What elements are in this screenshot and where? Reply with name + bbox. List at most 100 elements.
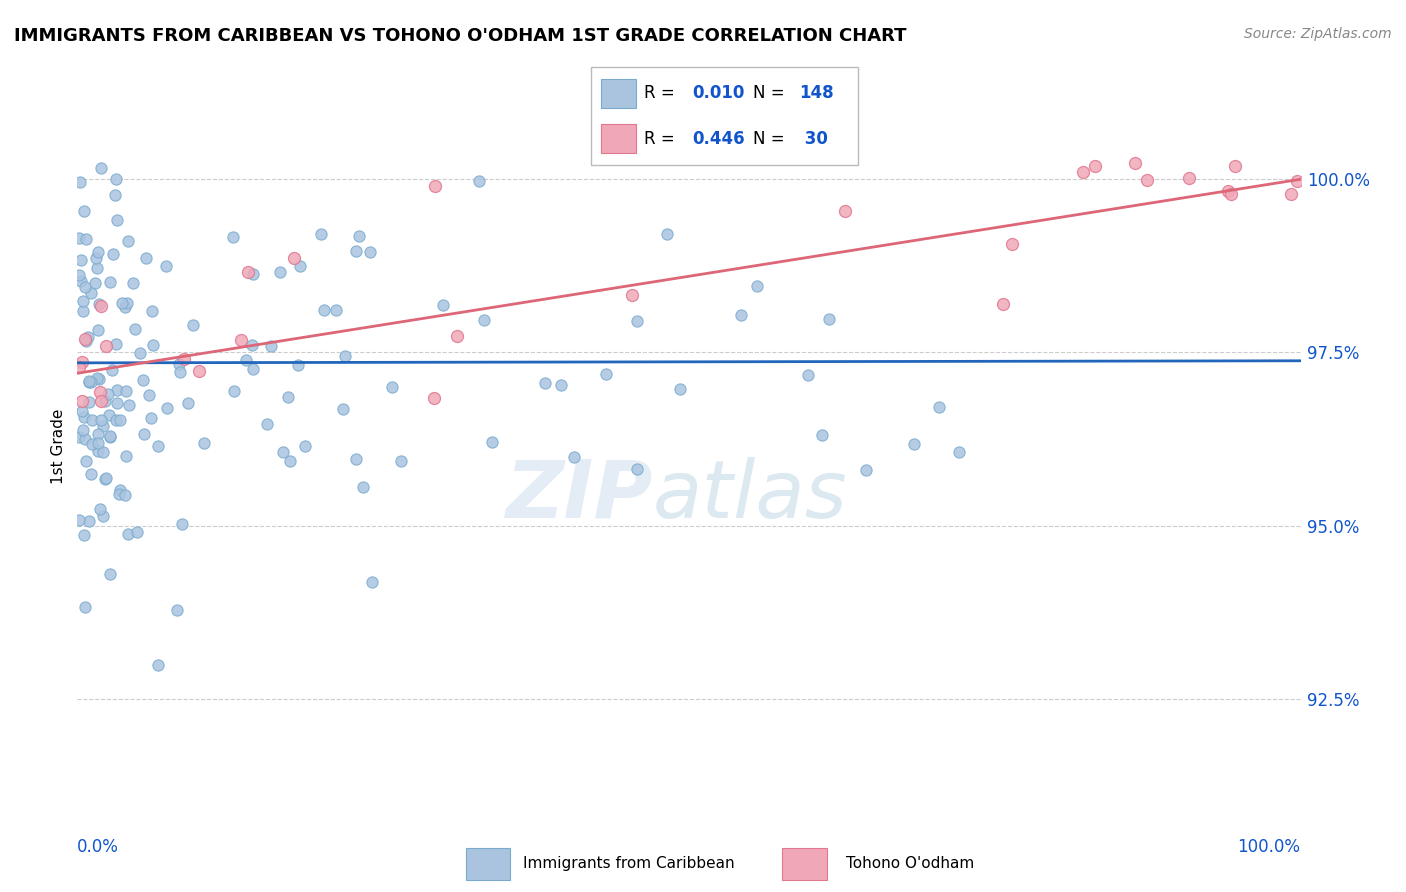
Point (75, 332, 97, 346)
Point (129, 346, 152, 360)
Point (72, 354, 94, 368)
Point (626, 462, 648, 476)
Text: 30: 30 (799, 129, 828, 147)
Point (98, 275, 121, 289)
Point (169, 357, 191, 371)
Point (314, 302, 336, 317)
Point (1135, 173, 1157, 187)
Point (325, 303, 347, 318)
Point (75, 599, 97, 614)
Point (132, 373, 155, 387)
Point (148, 658, 170, 673)
Point (80, 467, 103, 481)
Point (797, 368, 820, 382)
Point (94, 472, 117, 486)
Point (1216, 184, 1239, 198)
Point (222, 384, 245, 398)
FancyBboxPatch shape (602, 78, 636, 108)
Point (269, 265, 291, 279)
Point (69, 176, 91, 190)
Point (242, 361, 264, 376)
Point (115, 449, 138, 463)
Point (181, 318, 204, 332)
Point (236, 265, 259, 279)
Point (855, 463, 877, 477)
Point (117, 234, 139, 248)
Point (657, 227, 679, 241)
Point (193, 436, 215, 450)
Point (79, 375, 101, 389)
Point (1286, 174, 1309, 188)
Point (288, 259, 311, 273)
Point (271, 445, 294, 459)
Point (77, 514, 100, 528)
Point (170, 516, 193, 531)
Point (422, 391, 444, 405)
FancyBboxPatch shape (783, 848, 827, 880)
Point (229, 333, 252, 347)
Point (108, 483, 131, 497)
Point (550, 378, 572, 392)
Point (730, 308, 752, 322)
Point (67, 231, 90, 245)
Point (1223, 159, 1246, 173)
Point (77, 374, 100, 388)
Point (242, 267, 264, 281)
Point (114, 384, 136, 398)
Point (948, 445, 970, 459)
Text: Source: ZipAtlas.com: Source: ZipAtlas.com (1244, 27, 1392, 41)
Point (135, 251, 157, 265)
Point (77, 395, 100, 409)
Text: R =: R = (644, 129, 675, 147)
Text: R =: R = (644, 85, 675, 103)
Point (104, 337, 127, 351)
Point (142, 338, 165, 352)
Point (446, 328, 468, 343)
Point (903, 436, 925, 450)
Point (72, 394, 94, 409)
Point (105, 396, 128, 410)
Point (98, 429, 121, 443)
Point (259, 339, 281, 353)
Text: 100.0%: 100.0% (1237, 838, 1301, 856)
Point (111, 295, 134, 310)
Point (344, 452, 367, 467)
Point (359, 245, 381, 260)
Point (82, 412, 104, 426)
Point (75, 334, 97, 348)
Point (73, 432, 96, 446)
Y-axis label: 1st Grade: 1st Grade (51, 409, 66, 483)
Point (97, 387, 120, 401)
Point (75, 453, 97, 467)
Point (87, 444, 110, 458)
Point (118, 399, 141, 413)
Point (425, 178, 447, 193)
Point (1001, 237, 1024, 252)
Point (745, 278, 768, 293)
Point (89, 502, 111, 516)
Point (73, 203, 96, 218)
Point (67, 359, 90, 374)
Point (818, 312, 841, 326)
Point (87, 372, 110, 386)
Point (333, 349, 356, 363)
Point (94, 394, 117, 409)
Point (79, 286, 101, 301)
Point (101, 247, 124, 261)
Text: IMMIGRANTS FROM CARIBBEAN VS TOHONO O'ODHAM 1ST GRADE CORRELATION CHART: IMMIGRANTS FROM CARIBBEAN VS TOHONO O'OD… (14, 27, 907, 45)
Point (177, 395, 200, 409)
Point (80, 437, 103, 451)
Point (222, 230, 245, 244)
Point (155, 259, 177, 273)
Point (77, 330, 100, 344)
Point (626, 314, 648, 328)
Point (87, 323, 110, 337)
Point (87, 296, 110, 310)
Point (105, 413, 128, 427)
Point (114, 300, 136, 314)
Point (352, 480, 374, 494)
Point (98, 430, 121, 444)
Point (294, 439, 316, 453)
Point (108, 413, 131, 427)
Point (75, 279, 97, 293)
